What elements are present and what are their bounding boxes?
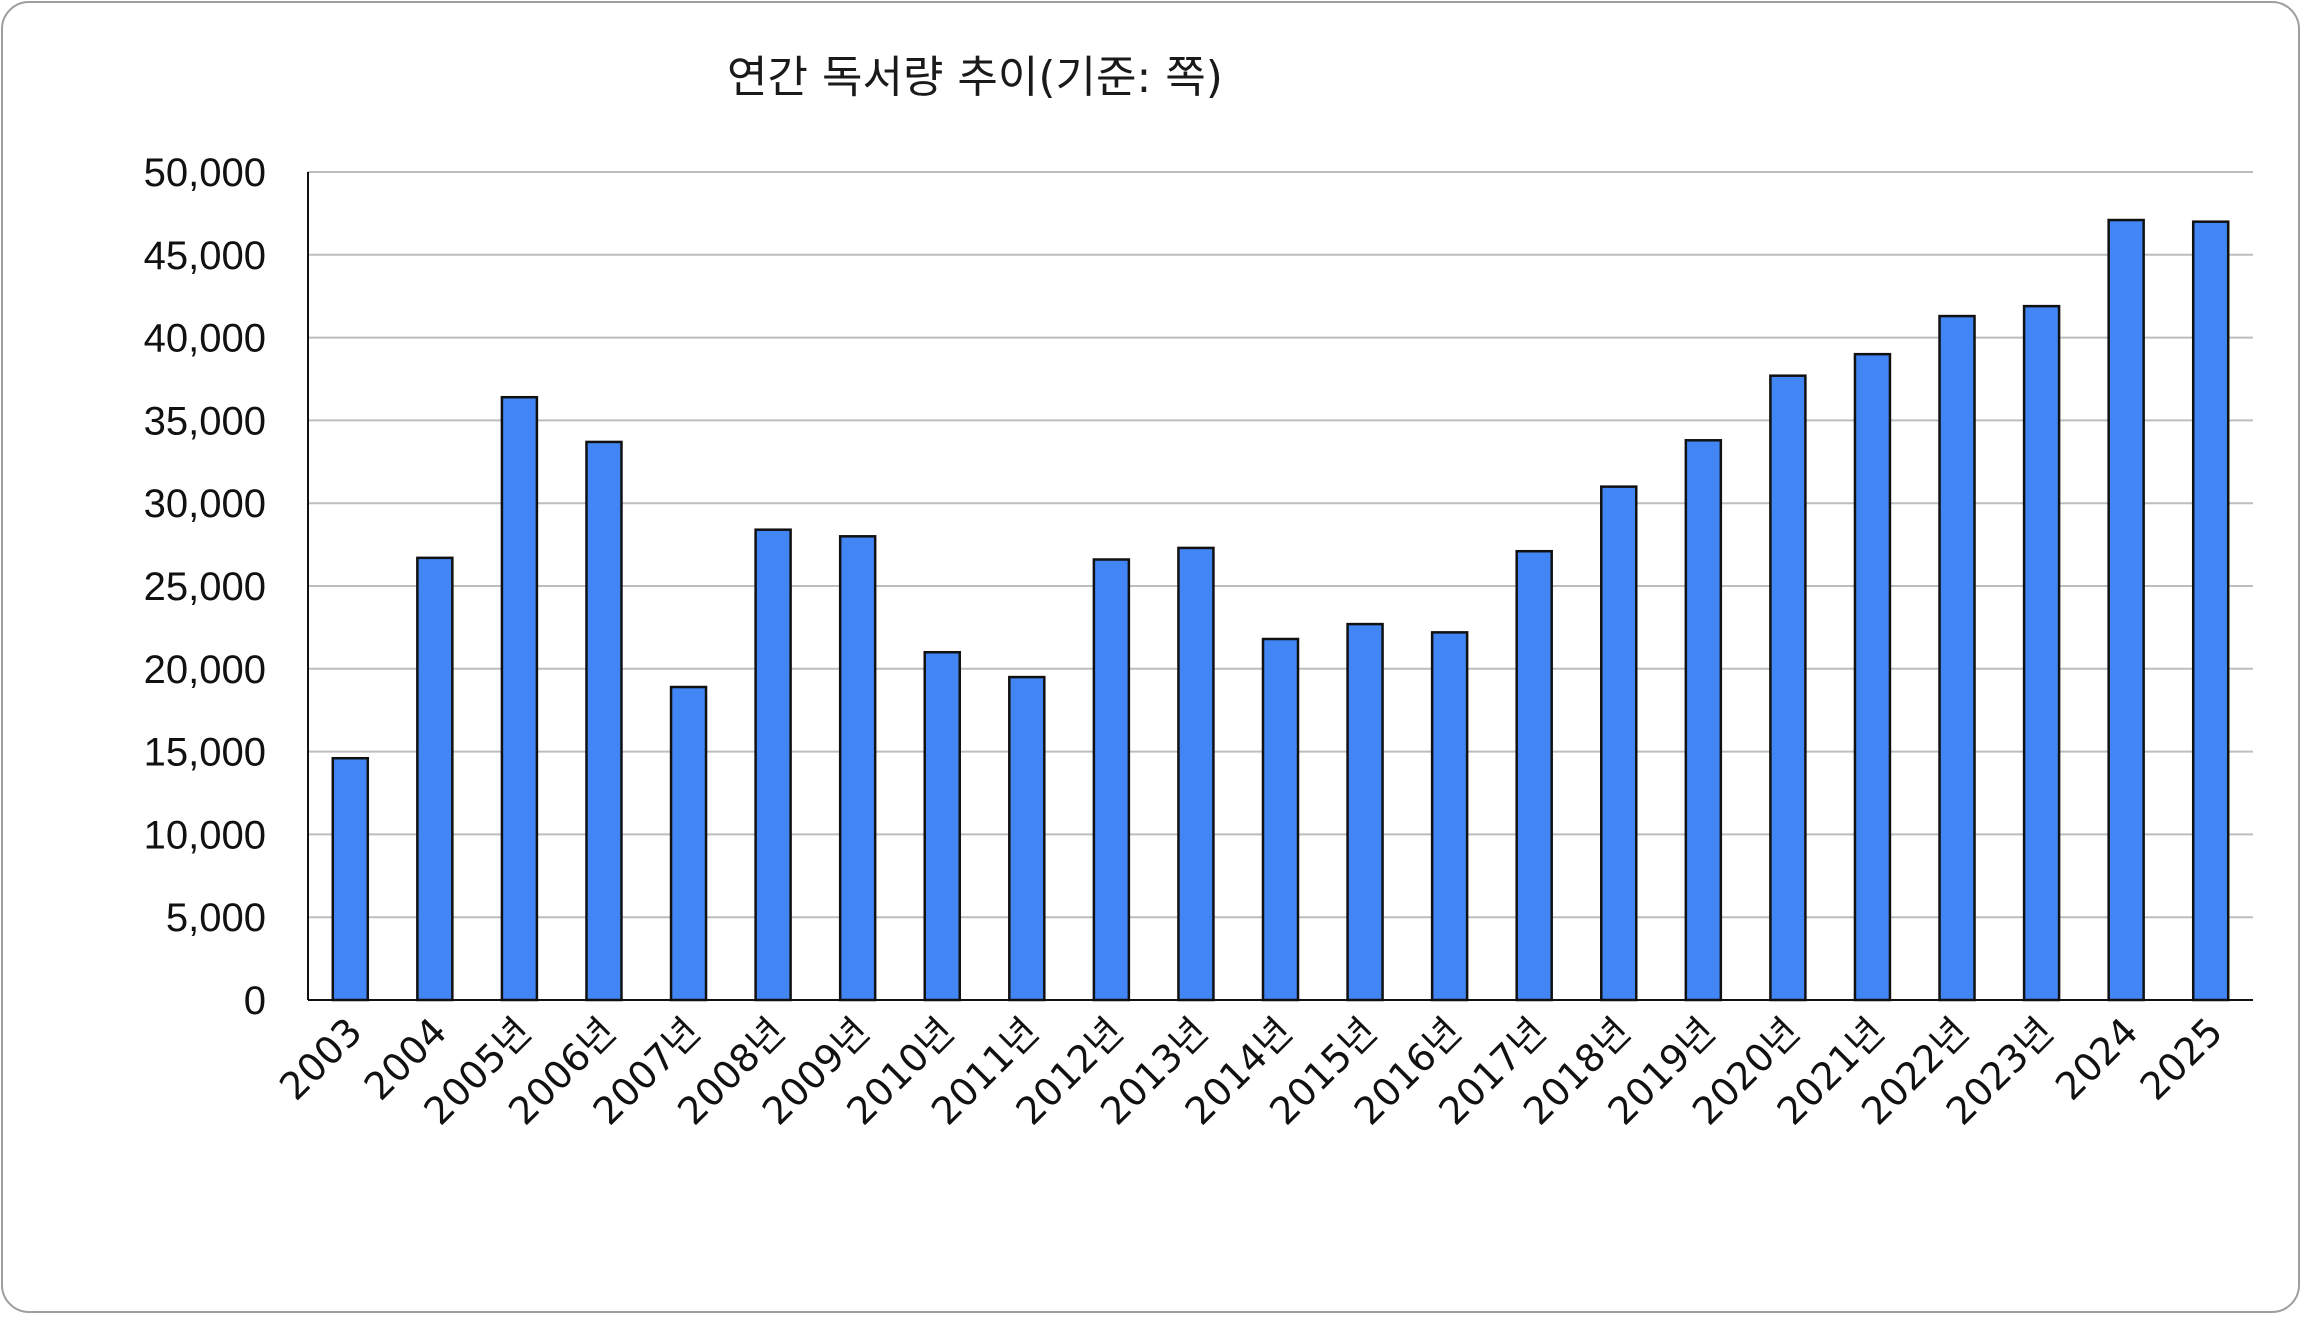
y-tick-label: 5,000 bbox=[166, 896, 266, 940]
bar-2004 bbox=[416, 556, 454, 1002]
bar-2012년 bbox=[1092, 558, 1131, 1002]
y-tick-label: 10,000 bbox=[144, 813, 266, 857]
y-tick-label: 50,000 bbox=[144, 151, 266, 195]
bar-2020년 bbox=[1769, 374, 1807, 1002]
bar-2014년 bbox=[1261, 637, 1300, 1002]
y-tick-label: 35,000 bbox=[144, 399, 266, 443]
y-tick-label: 30,000 bbox=[144, 482, 266, 526]
bar-2023년 bbox=[2022, 304, 2061, 1002]
bar-2022년 bbox=[1938, 314, 1976, 1002]
y-tick-label: 0 bbox=[244, 979, 266, 1023]
bar-2006년 bbox=[585, 440, 623, 1002]
gridlines bbox=[308, 171, 2253, 919]
y-tick-label: 20,000 bbox=[144, 648, 266, 692]
bar-2024 bbox=[2107, 218, 2145, 1002]
bar-2013년 bbox=[1177, 546, 1215, 1002]
y-tick-label: 15,000 bbox=[144, 731, 266, 775]
bar-2009년 bbox=[838, 535, 877, 1002]
x-tick-label: 2003 bbox=[271, 1009, 371, 1109]
x-axis-tick-labels: 200320042005년2006년2007년2008년2009년2010년20… bbox=[271, 1009, 2231, 1133]
axes bbox=[307, 172, 2253, 1001]
bar-2017년 bbox=[1515, 549, 1553, 1002]
bar-2018년 bbox=[1600, 485, 1638, 1002]
bar-2003 bbox=[331, 756, 370, 1002]
bar-2008년 bbox=[754, 528, 792, 1002]
bar-2025 bbox=[2191, 220, 2230, 1002]
bar-2015년 bbox=[1346, 622, 1384, 1002]
bar-2011년 bbox=[1008, 675, 1046, 1002]
chart-title: 연간 독서량 추이(기준: 쪽) bbox=[727, 52, 1223, 103]
bar-2010년 bbox=[923, 650, 961, 1002]
bar-2005년 bbox=[500, 395, 539, 1002]
bar-2019년 bbox=[1684, 439, 1723, 1002]
y-tick-label: 45,000 bbox=[144, 234, 266, 278]
x-tick-label: 2024 bbox=[2047, 1009, 2147, 1109]
x-tick-label: 2025 bbox=[2132, 1009, 2232, 1109]
y-tick-label: 25,000 bbox=[144, 565, 266, 609]
bar-2016년 bbox=[1430, 631, 1469, 1002]
bar-2007년 bbox=[669, 685, 708, 1002]
bar-2021년 bbox=[1853, 352, 1892, 1002]
y-axis-tick-labels: 0 5,000 10,000 15,000 20,000 25,000 30,000 35,0… bbox=[144, 151, 266, 1023]
y-tick-label: 40,000 bbox=[144, 317, 266, 361]
